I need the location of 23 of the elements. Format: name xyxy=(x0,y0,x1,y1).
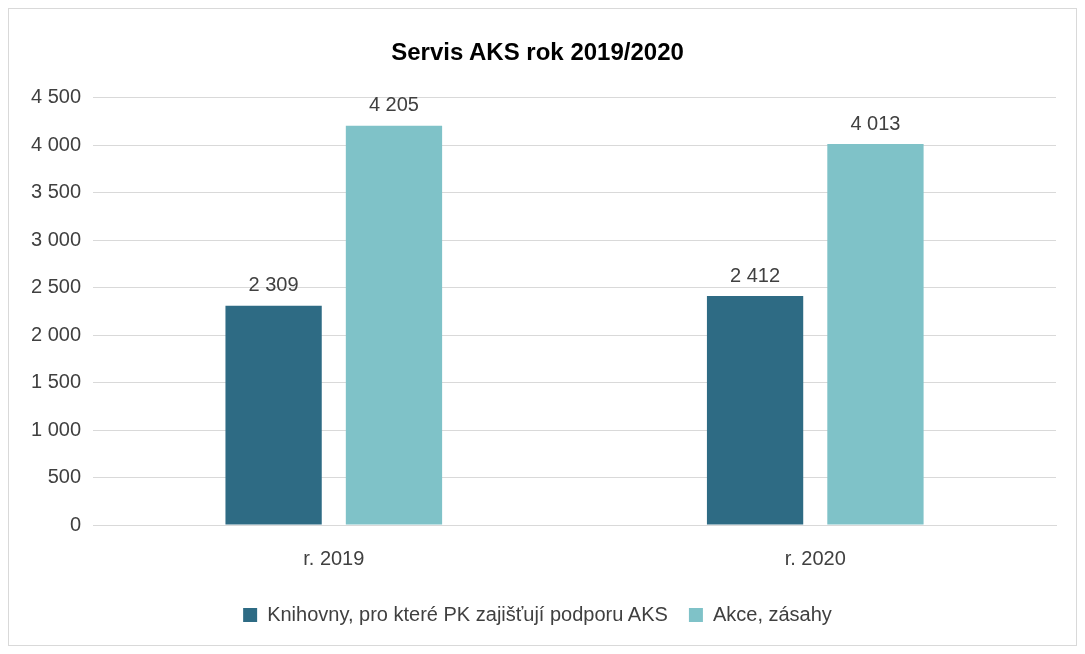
data-label: 2 412 xyxy=(730,263,781,286)
y-tick-label: 4 000 xyxy=(30,132,82,155)
y-tick-label: 0 xyxy=(69,512,82,535)
x-tick-label: r. 2020 xyxy=(784,546,846,569)
x-tick-label: r. 2019 xyxy=(303,546,365,569)
y-tick-label: 3 000 xyxy=(30,227,82,250)
y-tick-label: 2 500 xyxy=(30,275,82,298)
bar xyxy=(827,144,924,525)
legend-label: Knihovny, pro které PK zajišťují podporu AKS xyxy=(267,602,668,625)
y-tick-label: 2 000 xyxy=(30,322,82,345)
bar xyxy=(706,296,804,525)
y-tick-label: 3 500 xyxy=(30,180,82,203)
y-tick-label: 4 500 xyxy=(30,85,82,108)
bar xyxy=(225,305,322,525)
data-label: 4 205 xyxy=(368,93,419,116)
bar xyxy=(345,125,443,525)
chart-title: Servis AKS rok 2019/2020 xyxy=(391,38,684,66)
y-tick-label: 1 000 xyxy=(30,417,82,440)
legend-label: Akce, zásahy xyxy=(712,602,832,625)
y-tick-label: 1 500 xyxy=(30,370,82,393)
data-label: 4 013 xyxy=(850,111,901,134)
y-tick-label: 500 xyxy=(47,465,82,488)
data-label: 2 309 xyxy=(248,273,299,296)
